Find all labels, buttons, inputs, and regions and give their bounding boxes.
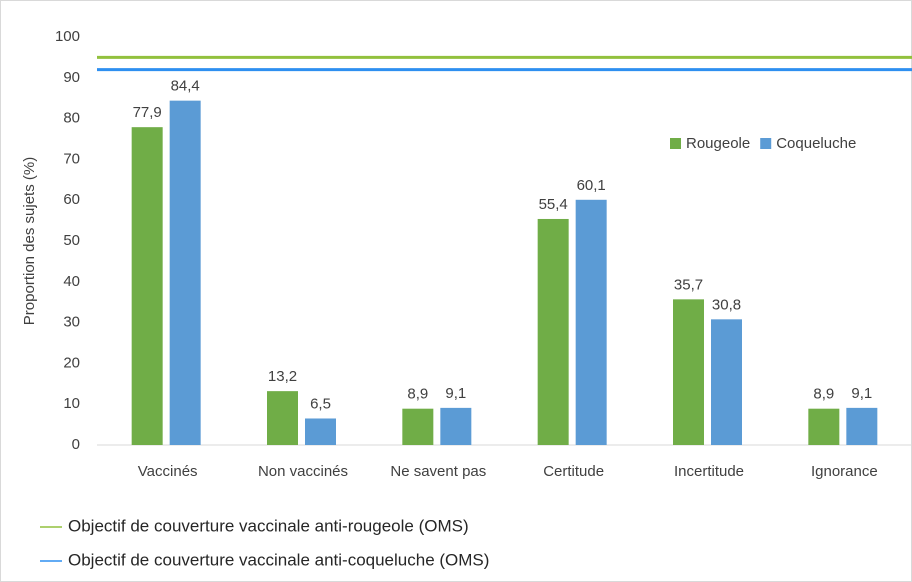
data-label: 60,1: [577, 177, 606, 194]
y-tick-label: 60: [63, 191, 80, 208]
bar: [575, 199, 607, 445]
y-tick-label: 90: [63, 69, 80, 86]
legend-label: Coqueluche: [776, 135, 856, 152]
y-tick-label: 10: [63, 395, 80, 412]
data-label: 9,1: [851, 385, 872, 402]
bar: [131, 127, 163, 445]
y-tick-label: 80: [63, 110, 80, 127]
bar: [673, 299, 704, 445]
x-tick-label: Vaccinés: [138, 463, 198, 480]
legend-label: Objectif de couverture vaccinale anti-ro…: [68, 516, 469, 535]
y-tick-label: 70: [63, 150, 80, 167]
y-tick-label: 50: [63, 232, 80, 249]
bar: [305, 418, 336, 445]
y-axis-label: Proportion des sujets (%): [21, 157, 38, 325]
y-tick-label: 100: [55, 28, 80, 45]
data-label: 9,1: [445, 385, 466, 402]
bar: [402, 408, 434, 445]
data-label: 8,9: [407, 386, 428, 403]
bar: [440, 407, 472, 445]
y-tick-label: 30: [63, 314, 80, 331]
y-tick-label: 20: [63, 354, 80, 371]
data-label: 8,9: [813, 386, 834, 403]
legend-swatch: [670, 138, 681, 149]
y-tick-label: 0: [72, 436, 80, 453]
bar: [808, 408, 840, 445]
x-tick-label: Non vaccinés: [258, 463, 348, 480]
x-tick-label: Ignorance: [811, 463, 878, 480]
data-label: 6,5: [310, 395, 331, 412]
data-label: 30,8: [712, 296, 741, 313]
x-tick-label: Incertitude: [674, 463, 744, 480]
bar: [267, 391, 298, 445]
legend-label: Rougeole: [686, 135, 750, 152]
y-tick-label: 40: [63, 273, 80, 290]
legend-label: Objectif de couverture vaccinale anti-co…: [68, 550, 489, 569]
data-label: 35,7: [674, 276, 703, 293]
bar: [711, 319, 742, 445]
x-tick-label: Ne savent pas: [390, 463, 486, 480]
data-label: 55,4: [539, 196, 568, 213]
data-label: 84,4: [171, 78, 200, 95]
bar: [846, 407, 878, 445]
bar: [537, 218, 569, 445]
data-label: 13,2: [268, 368, 297, 385]
x-tick-label: Certitude: [543, 463, 604, 480]
bar: [169, 100, 201, 445]
data-label: 77,9: [133, 104, 162, 121]
legend-swatch: [760, 138, 772, 149]
